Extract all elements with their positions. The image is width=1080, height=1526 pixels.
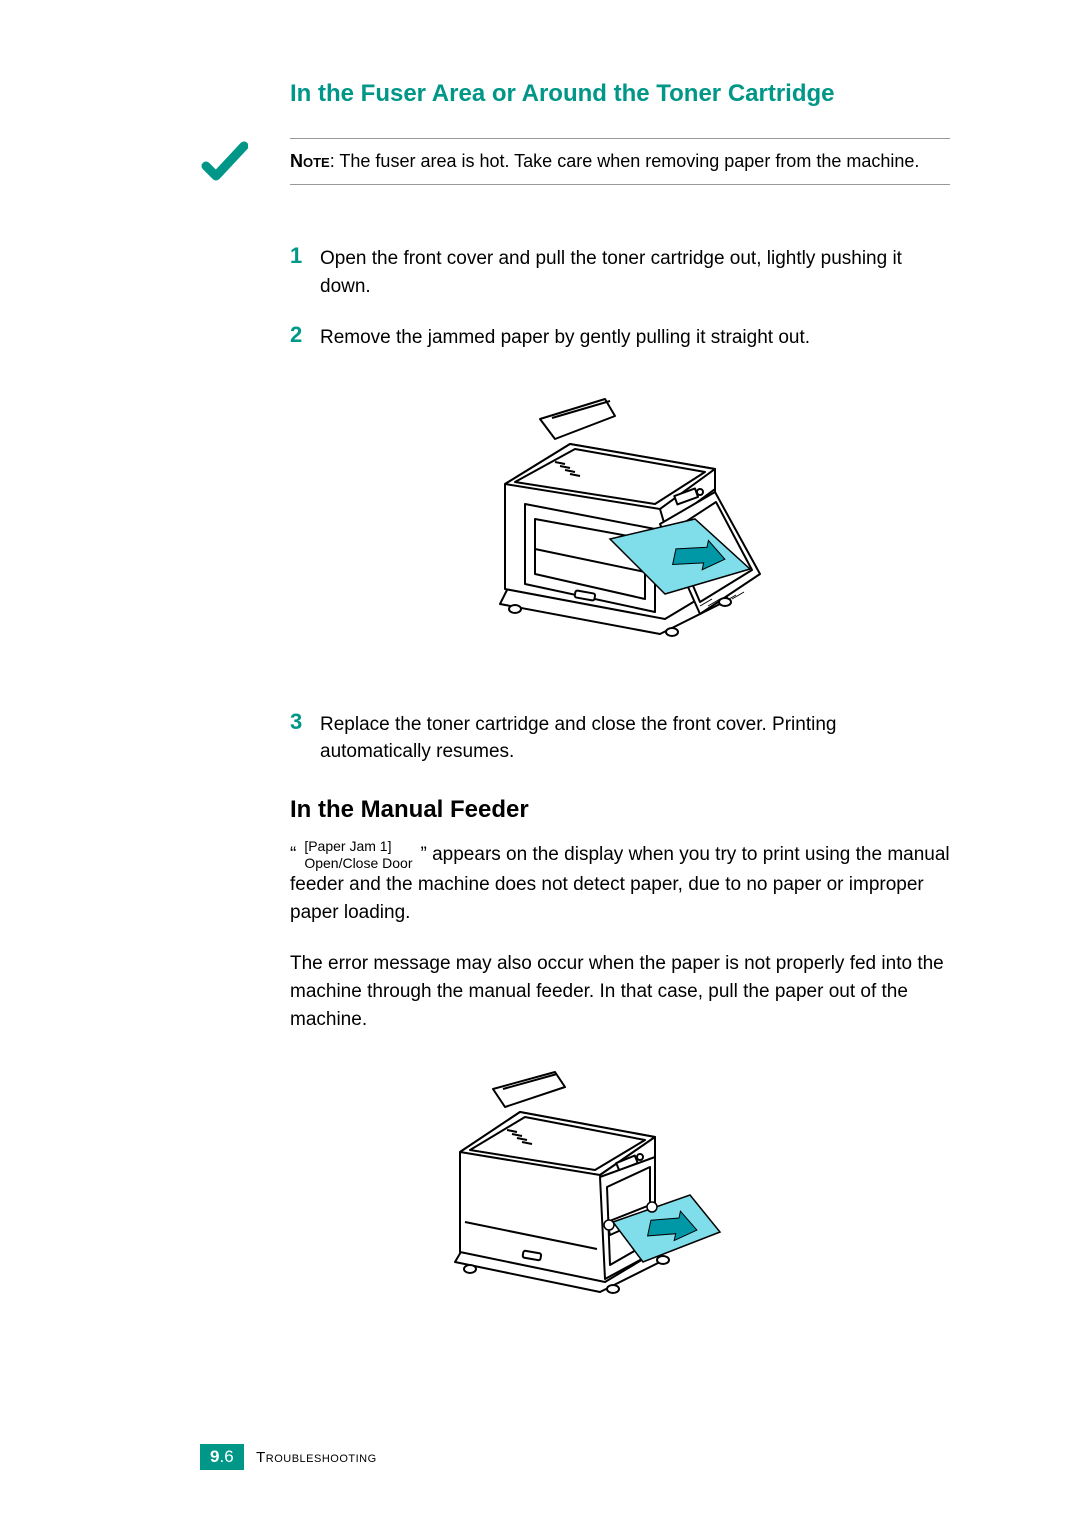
note-text: : The fuser area is hot. Take care when … bbox=[330, 151, 920, 171]
note-label: Note bbox=[290, 151, 330, 171]
quote-open: “ bbox=[290, 844, 296, 865]
step-num: 3 bbox=[290, 709, 320, 766]
step-text: Remove the jammed paper by gently pullin… bbox=[320, 322, 950, 352]
step-2: 2 Remove the jammed paper by gently pull… bbox=[290, 322, 950, 352]
figure-printer-open bbox=[290, 374, 950, 669]
step-1: 1 Open the front cover and pull the tone… bbox=[290, 243, 950, 300]
manual-para-2: The error message may also occur when th… bbox=[290, 950, 950, 1033]
heading-manual-feeder: In the Manual Feeder bbox=[290, 796, 950, 824]
manual-para-1: “[Paper Jam 1]Open/Close Door” appears o… bbox=[290, 838, 950, 927]
step-num: 1 bbox=[290, 243, 320, 300]
page-number-badge: 9.6 bbox=[200, 1444, 244, 1470]
step-num: 2 bbox=[290, 322, 320, 352]
step-text: Replace the toner cartridge and close th… bbox=[320, 709, 950, 766]
note-block: Note: The fuser area is hot. Take care w… bbox=[200, 138, 950, 193]
step-3: 3 Replace the toner cartridge and close … bbox=[290, 709, 950, 766]
footer-section-label: Troubleshooting bbox=[256, 1449, 377, 1466]
heading-fuser-area: In the Fuser Area or Around the Toner Ca… bbox=[290, 80, 950, 108]
step-text: Open the front cover and pull the toner … bbox=[320, 243, 950, 300]
checkmark-icon bbox=[200, 140, 248, 193]
figure-printer-closed bbox=[200, 1057, 950, 1322]
display-message: [Paper Jam 1]Open/Close Door bbox=[304, 838, 412, 872]
page-footer: 9.6 Troubleshooting bbox=[200, 1444, 377, 1470]
